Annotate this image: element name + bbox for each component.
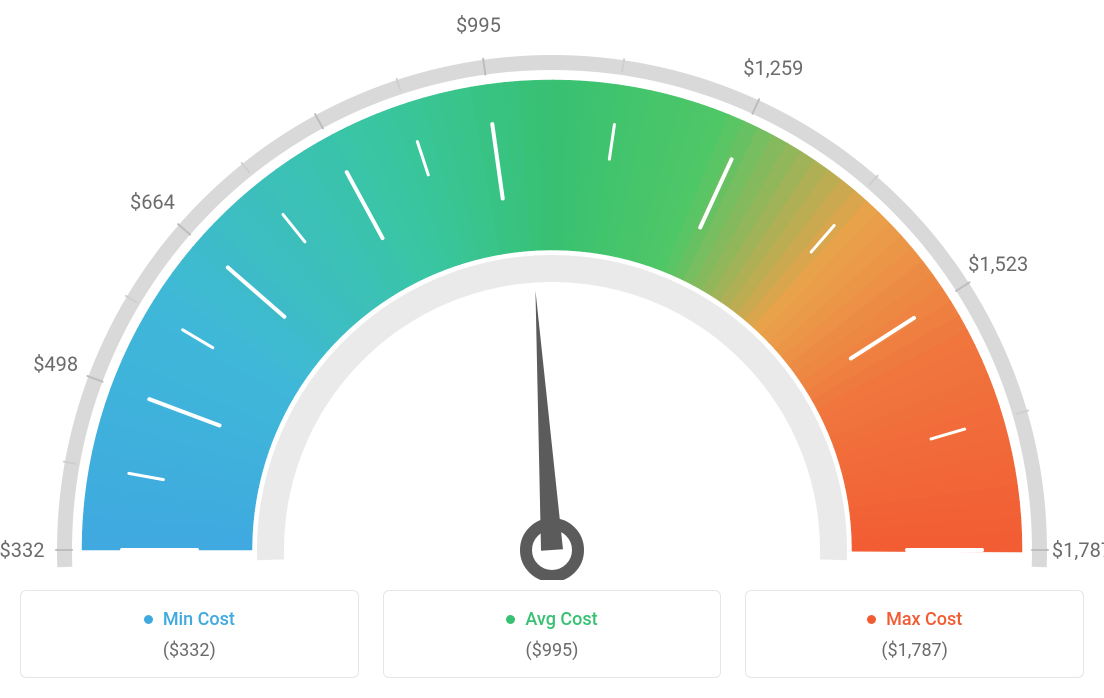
- gauge-tick-label: $498: [33, 352, 78, 376]
- legend-title-max: Max Cost: [867, 609, 962, 630]
- gauge-tick-label: $332: [0, 538, 44, 562]
- legend-card-min: Min Cost ($332): [20, 590, 359, 678]
- legend-dot-avg: [506, 615, 515, 624]
- legend-dot-min: [144, 615, 153, 624]
- gauge-needle: [535, 291, 563, 551]
- legend-dot-max: [867, 615, 876, 624]
- gauge-tick-label: $1,523: [968, 252, 1028, 276]
- gauge-svg: [20, 20, 1084, 580]
- gauge-tick-label: $1,787: [1052, 538, 1104, 562]
- legend-title-text-avg: Avg Cost: [525, 609, 597, 630]
- cost-gauge-container: $332$498$664$995$1,259$1,523$1,787 Min C…: [20, 20, 1084, 678]
- legend-title-text-max: Max Cost: [886, 609, 962, 630]
- legend-row: Min Cost ($332) Avg Cost ($995) Max Cost ($1,…: [20, 590, 1084, 678]
- legend-card-avg: Avg Cost ($995): [383, 590, 722, 678]
- gauge-tick-label: $995: [456, 13, 501, 37]
- gauge-chart: $332$498$664$995$1,259$1,523$1,787: [20, 20, 1084, 580]
- legend-title-text-min: Min Cost: [163, 609, 235, 630]
- legend-value-max: ($1,787): [756, 640, 1073, 661]
- gauge-tick-label: $1,259: [743, 56, 803, 80]
- legend-card-max: Max Cost ($1,787): [745, 590, 1084, 678]
- legend-title-avg: Avg Cost: [506, 609, 597, 630]
- gauge-tick-label: $664: [130, 190, 175, 214]
- legend-value-min: ($332): [31, 640, 348, 661]
- legend-value-avg: ($995): [394, 640, 711, 661]
- legend-title-min: Min Cost: [144, 609, 235, 630]
